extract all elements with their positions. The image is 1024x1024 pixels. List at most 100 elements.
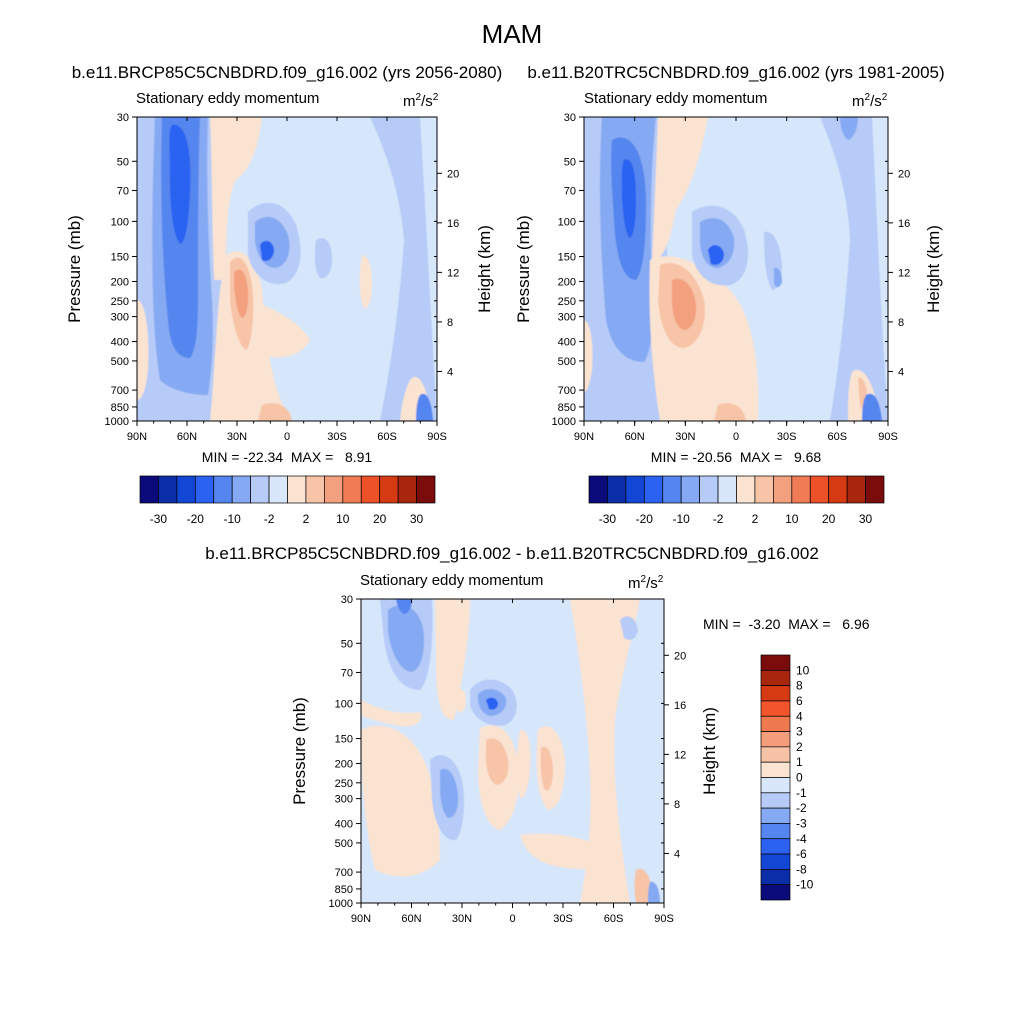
y-tick-label: 850 — [335, 884, 353, 896]
y2-tick-label: 4 — [898, 366, 904, 378]
colorbar-label: -20 — [636, 512, 654, 526]
y2-tick-label: 8 — [447, 317, 453, 329]
y2-tick-label: 4 — [674, 848, 680, 860]
colorbar-cell — [760, 884, 791, 901]
colorbar-label: 2 — [796, 740, 803, 754]
y2-axis-title: Height (km) — [700, 707, 719, 795]
y-tick-label: 300 — [111, 312, 129, 324]
y-tick-label: 300 — [558, 312, 576, 324]
y-tick-label: 100 — [335, 698, 353, 710]
y2-tick-label: 20 — [898, 168, 910, 180]
y-tick-label: 100 — [558, 216, 576, 228]
colorbar-label: 8 — [796, 679, 803, 693]
colorbar-cell — [379, 475, 399, 504]
y2-tick-label: 8 — [898, 317, 904, 329]
colorbar-label: 2 — [303, 512, 310, 526]
x-tick-label: 90S — [427, 431, 447, 443]
y-tick-label: 100 — [111, 216, 129, 228]
colorbar-label: -10 — [224, 512, 242, 526]
axes: 3050701001502002503004005007008501000481… — [329, 594, 687, 925]
colorbar-label: 30 — [410, 512, 424, 526]
axes: 3050701001502002503004005007008501000481… — [105, 112, 460, 443]
heatmap-field — [584, 117, 888, 421]
colorbar-label: 6 — [796, 694, 803, 708]
y2-tick-label: 16 — [447, 218, 459, 230]
y-tick-label: 200 — [558, 276, 576, 288]
y-tick-label: 1000 — [105, 416, 129, 428]
colorbar-cell — [588, 475, 608, 504]
colorbar-label: -10 — [796, 878, 814, 892]
x-tick-label: 60S — [377, 431, 397, 443]
x-tick-label: 60N — [401, 913, 421, 925]
x-tick-label: 90N — [574, 431, 594, 443]
colorbar-cell — [643, 475, 664, 504]
colorbar-cell — [760, 700, 791, 717]
y-tick-label: 850 — [558, 402, 576, 414]
colorbar-cell — [736, 475, 756, 504]
colorbar-cell — [324, 475, 344, 504]
colorbar-cell — [699, 475, 719, 504]
colorbar-cell — [760, 777, 791, 794]
colorbar-label: 10 — [796, 663, 810, 677]
y-tick-label: 150 — [111, 252, 129, 264]
colorbar-label: 30 — [859, 512, 873, 526]
colorbar-cell — [809, 475, 830, 504]
colorbar-label: 10 — [336, 512, 350, 526]
x-tick-label: 90N — [127, 431, 147, 443]
colorbar-cell — [213, 475, 233, 504]
colorbar-label: -4 — [796, 832, 807, 846]
colorbar-cell — [287, 475, 307, 504]
colorbar-cell — [360, 475, 381, 504]
x-tick-label: 30N — [675, 431, 695, 443]
colorbar-label: 20 — [373, 512, 387, 526]
y-tick-label: 1000 — [552, 416, 576, 428]
axes: 3050701001502002503004005007008501000481… — [552, 112, 911, 443]
y2-axis-title: Height (km) — [475, 225, 494, 313]
colorbar-label: 3 — [796, 725, 803, 739]
x-tick-label: 0 — [733, 431, 739, 443]
colorbar-label: -3 — [796, 816, 807, 830]
colorbar-label: -30 — [150, 512, 168, 526]
min-max-label: MIN = -20.56 MAX = 9.68 — [651, 449, 822, 465]
y2-tick-label: 12 — [447, 267, 459, 279]
panel-header: b.e11.BRCP85C5CNBDRD.f09_g16.002 - b.e11… — [205, 544, 819, 563]
colorbar-label: -1 — [796, 786, 807, 800]
colorbar-label: -2 — [264, 512, 275, 526]
y-tick-label: 150 — [335, 734, 353, 746]
colorbar-cell — [607, 475, 627, 504]
x-tick-label: 0 — [284, 431, 290, 443]
colorbar-cell — [717, 475, 737, 504]
panel-header: b.e11.BRCP85C5CNBDRD.f09_g16.002 (yrs 20… — [72, 63, 503, 82]
y-tick-label: 400 — [558, 337, 576, 349]
y-tick-label: 850 — [111, 402, 129, 414]
panel-bottom: b.e11.BRCP85C5CNBDRD.f09_g16.002 - b.e11… — [205, 544, 870, 925]
y-tick-label: 50 — [117, 156, 129, 168]
y-tick-label: 70 — [564, 185, 576, 197]
x-tick-label: 60S — [828, 431, 848, 443]
colorbar-cell — [416, 475, 436, 504]
y2-tick-label: 20 — [447, 168, 459, 180]
y-tick-label: 500 — [558, 356, 576, 368]
panel-top-right: b.e11.B20TRC5CNBDRD.f09_g16.002 (yrs 198… — [514, 63, 945, 526]
colorbar-label: -20 — [187, 512, 205, 526]
x-tick-label: 30S — [777, 431, 797, 443]
y-tick-label: 700 — [558, 385, 576, 397]
colorbar-cell — [773, 475, 793, 504]
y2-tick-label: 20 — [674, 650, 686, 662]
units-label: m2/s2 — [852, 92, 888, 110]
colorbar-cell — [760, 685, 791, 702]
figure-title: MAM — [482, 19, 543, 49]
colorbar-cell — [231, 475, 251, 504]
colorbar-label: -2 — [713, 512, 724, 526]
y2-tick-label: 8 — [674, 799, 680, 811]
panel-top-left: b.e11.BRCP85C5CNBDRD.f09_g16.002 (yrs 20… — [65, 63, 502, 526]
x-tick-label: 30S — [553, 913, 573, 925]
y2-tick-label: 16 — [898, 218, 910, 230]
y-axis-title: Pressure (mb) — [514, 215, 533, 323]
panel-subtitle: Stationary eddy momentum — [136, 90, 319, 107]
y-tick-label: 300 — [335, 794, 353, 806]
y-tick-label: 30 — [564, 112, 576, 124]
units-label: m2/s2 — [403, 92, 439, 110]
x-tick-label: 60N — [625, 431, 645, 443]
